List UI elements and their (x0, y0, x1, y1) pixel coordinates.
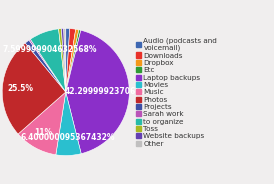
Wedge shape (29, 39, 66, 92)
Wedge shape (2, 43, 66, 134)
Wedge shape (59, 29, 66, 92)
Wedge shape (18, 92, 66, 155)
Wedge shape (56, 92, 81, 155)
Text: 42.29999923706055%: 42.29999923706055% (64, 87, 159, 96)
Wedge shape (66, 30, 81, 92)
Wedge shape (30, 29, 66, 92)
Wedge shape (64, 29, 66, 92)
Wedge shape (66, 30, 129, 154)
Legend: Audio (podcasts and
voicemail), Downloads, Dropbox, Etc, Laptop backups, Movies,: Audio (podcasts and voicemail), Download… (136, 37, 217, 147)
Wedge shape (25, 40, 66, 92)
Text: 11%: 11% (35, 128, 53, 137)
Wedge shape (66, 29, 79, 92)
Wedge shape (61, 29, 66, 92)
Text: 6.400000095367432%: 6.400000095367432% (21, 133, 115, 142)
Text: 25.5%: 25.5% (7, 84, 33, 93)
Wedge shape (66, 29, 76, 92)
Wedge shape (66, 29, 70, 92)
Text: 7.599999904632568%: 7.599999904632568% (3, 45, 97, 54)
